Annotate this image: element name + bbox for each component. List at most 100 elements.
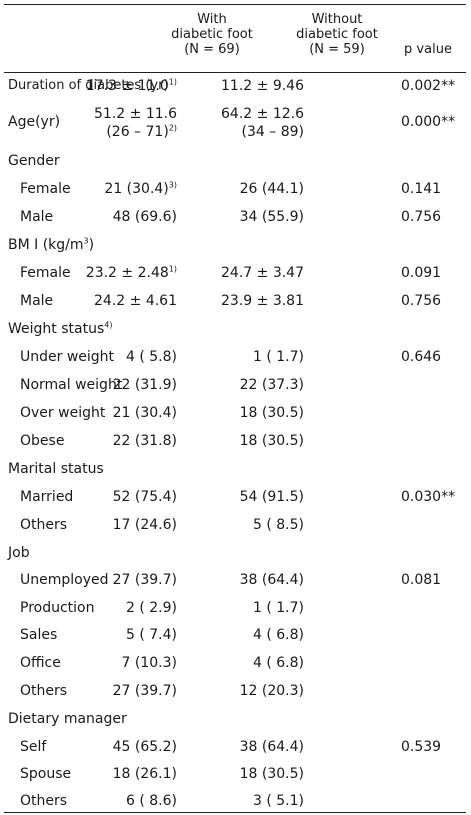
cell-with: 22 (31.8) [112, 433, 177, 449]
cell-p: 0.646 [401, 349, 442, 365]
cell-without: 18 (30.5) [239, 405, 304, 421]
cell-p: 0.141 [401, 181, 442, 197]
cell-with: 27 (39.7) [112, 683, 177, 699]
row-label: Male [20, 209, 54, 225]
row-label: Weight status4) [8, 320, 113, 337]
row-label: Others [20, 683, 68, 699]
cell-with: 22 (31.9) [112, 377, 177, 393]
row-label: Age(yr) [8, 114, 61, 130]
header-rule [4, 72, 466, 73]
row-label: Obese [20, 433, 65, 449]
row-marital-status: Marital status [4, 460, 466, 480]
cell-with: 51.2 ± 11.6 [94, 106, 177, 122]
top-rule [4, 4, 466, 5]
row-label: Married [20, 489, 74, 505]
table-header: With diabetic foot (N = 69) Without diab… [4, 8, 466, 74]
cell-with: 17.3 ± 11.01) [85, 77, 177, 94]
row-label: Over weight [20, 405, 106, 421]
row-label: Self [20, 739, 47, 755]
row-gender-female: Female 21 (30.4)3) 26 (44.1) 0.141 [4, 180, 466, 200]
row-job-others: Others 27 (39.7) 12 (20.3) [4, 682, 466, 702]
row-job-sales: Sales 5 ( 7.4) 4 ( 6.8) [4, 626, 466, 646]
row-label: Female [20, 265, 71, 281]
cell-without: 3 ( 5.1) [253, 793, 304, 809]
cell-without: 23.9 ± 3.81 [221, 293, 304, 309]
cell-without-range: (34 – 89) [241, 124, 304, 140]
cell-without: 64.2 ± 12.6 [221, 106, 304, 122]
cell-with-range: (26 – 71)2) [106, 123, 177, 140]
row-bmi-female: Female 23.2 ± 2.481) 24.7 ± 3.47 0.091 [4, 264, 466, 284]
cell-p: 0.002** [401, 78, 456, 94]
row-job: Job [4, 544, 466, 564]
cell-p: 0.091 [401, 265, 442, 281]
bottom-rule [4, 812, 466, 813]
cell-p: 0.081 [401, 572, 442, 588]
cell-without: 54 (91.5) [239, 489, 304, 505]
header-with-diabetic-foot: With diabetic foot (N = 69) [171, 12, 253, 57]
cell-without: 24.7 ± 3.47 [221, 265, 304, 281]
row-weight-under: Under weight 4 ( 5.8) 1 ( 1.7) 0.646 [4, 348, 466, 368]
cell-with: 18 (26.1) [112, 766, 177, 782]
cell-p: 0.000** [401, 114, 456, 130]
cell-without: 38 (64.4) [239, 739, 304, 755]
row-label: Under weight [20, 349, 115, 365]
cell-with: 23.2 ± 2.481) [85, 264, 177, 281]
row-label: Production [20, 600, 95, 616]
cell-without: 4 ( 6.8) [253, 655, 304, 671]
cell-with: 52 (75.4) [112, 489, 177, 505]
row-label: Unemployed [20, 572, 109, 588]
cell-without: 22 (37.3) [239, 377, 304, 393]
row-weight-over: Over weight 21 (30.4) 18 (30.5) [4, 404, 466, 424]
cell-with: 45 (65.2) [112, 739, 177, 755]
row-label: Job [8, 545, 30, 561]
row-weight-obese: Obese 22 (31.8) 18 (30.5) [4, 432, 466, 452]
row-marital-others: Others 17 (24.6) 5 ( 8.5) [4, 516, 466, 536]
cell-without: 18 (30.5) [239, 433, 304, 449]
cell-without: 5 ( 8.5) [253, 517, 304, 533]
cell-with: 7 (10.3) [121, 655, 177, 671]
row-label: Others [20, 793, 68, 809]
row-diet-others: Others 6 ( 8.6) 3 ( 5.1) [4, 792, 466, 812]
cell-with: 21 (30.4)3) [104, 180, 177, 197]
row-label: BM I (kg/m3) [8, 236, 95, 253]
row-dietary-manager: Dietary manager [4, 710, 466, 730]
row-label: Normal weight [20, 377, 123, 393]
cell-with: 6 ( 8.6) [126, 793, 177, 809]
row-weight-normal: Normal weight 22 (31.9) 22 (37.3) [4, 376, 466, 396]
row-label: Female [20, 181, 71, 197]
cell-p: 0.756 [401, 209, 442, 225]
row-diet-self: Self 45 (65.2) 38 (64.4) 0.539 [4, 738, 466, 758]
cell-without: 1 ( 1.7) [253, 349, 304, 365]
row-bmi: BM I (kg/m3) [4, 236, 466, 256]
row-duration: Duration of diabetes (yr) 17.3 ± 11.01) … [4, 77, 466, 97]
row-job-office: Office 7 (10.3) 4 ( 6.8) [4, 654, 466, 674]
cell-without: 26 (44.1) [239, 181, 304, 197]
row-job-production: Production 2 ( 2.9) 1 ( 1.7) [4, 599, 466, 619]
row-label: Sales [20, 627, 58, 643]
cell-p: 0.539 [401, 739, 442, 755]
row-label: Spouse [20, 766, 72, 782]
header-p-value: p value [404, 42, 452, 57]
cell-with: 17 (24.6) [112, 517, 177, 533]
cell-with: 24.2 ± 4.61 [94, 293, 177, 309]
row-label: Duration of diabetes (yr) [8, 78, 169, 93]
row-marital-married: Married 52 (75.4) 54 (91.5) 0.030** [4, 488, 466, 508]
header-without-diabetic-foot: Without diabetic foot (N = 59) [296, 12, 378, 57]
row-label: Marital status [8, 461, 104, 477]
cell-p: 0.756 [401, 293, 442, 309]
cell-with: 5 ( 7.4) [126, 627, 177, 643]
row-label: Dietary manager [8, 711, 127, 727]
cell-with: 2 ( 2.9) [126, 600, 177, 616]
row-bmi-male: Male 24.2 ± 4.61 23.9 ± 3.81 0.756 [4, 292, 466, 312]
cell-without: 1 ( 1.7) [253, 600, 304, 616]
cell-with: 21 (30.4) [112, 405, 177, 421]
cell-p: 0.030** [401, 489, 456, 505]
row-label: Others [20, 517, 68, 533]
row-job-unemployed: Unemployed 27 (39.7) 38 (64.4) 0.081 [4, 571, 466, 591]
cell-without: 11.2 ± 9.46 [221, 78, 304, 94]
row-label: Office [20, 655, 61, 671]
cell-without: 4 ( 6.8) [253, 627, 304, 643]
cell-with: 48 (69.6) [112, 209, 177, 225]
row-label: Gender [8, 153, 60, 169]
row-gender-male: Male 48 (69.6) 34 (55.9) 0.756 [4, 208, 466, 228]
